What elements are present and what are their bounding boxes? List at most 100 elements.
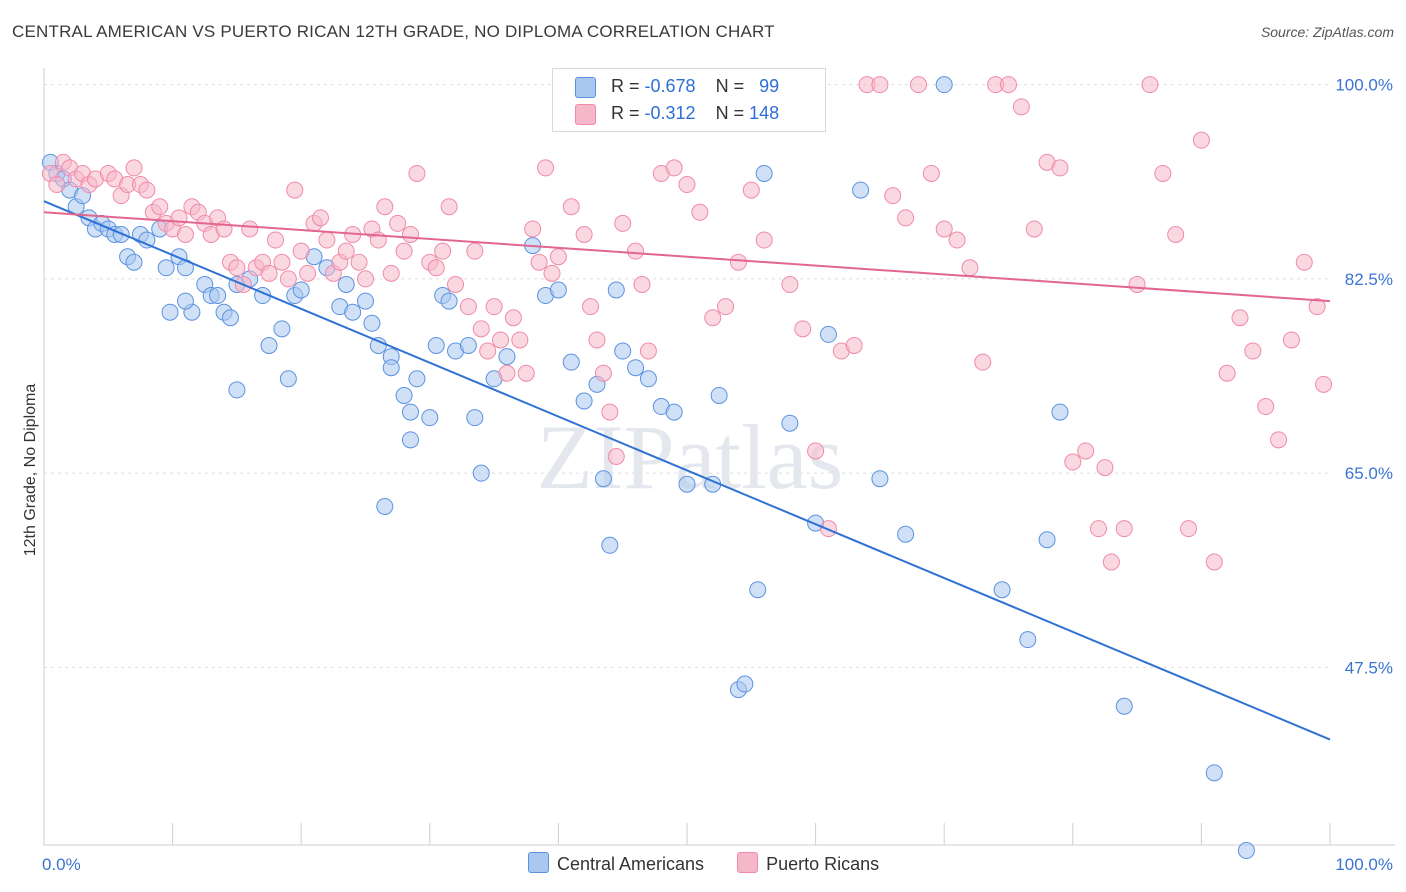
point-central-americans <box>665 403 683 421</box>
point-puerto-ricans <box>292 242 310 260</box>
point-central-americans <box>466 409 484 427</box>
point-central-americans <box>601 536 619 554</box>
point-central-americans <box>459 337 477 354</box>
point-puerto-ricans <box>408 164 426 182</box>
point-puerto-ricans <box>48 176 66 194</box>
point-puerto-ricans <box>974 353 992 371</box>
point-central-americans <box>125 253 143 271</box>
x-tick-label: 0.0% <box>42 855 81 874</box>
point-puerto-ricans <box>1257 398 1275 416</box>
n-value: 99 <box>759 76 780 96</box>
point-central-americans <box>819 325 837 343</box>
point-puerto-ricans <box>376 198 394 216</box>
r-value: -0.312 <box>644 103 696 123</box>
n-label: N = <box>715 76 745 96</box>
point-central-americans <box>678 475 696 493</box>
stats-legend: R = -0.678 N = 99 R = -0.312 N = 148 <box>552 68 826 132</box>
point-puerto-ricans <box>575 226 593 243</box>
point-puerto-ricans <box>511 331 529 349</box>
point-puerto-ricans <box>935 220 953 238</box>
point-puerto-ricans <box>704 309 722 327</box>
point-puerto-ricans <box>1218 364 1236 382</box>
point-puerto-ricans <box>447 275 465 293</box>
point-puerto-ricans <box>549 248 567 266</box>
point-puerto-ricans <box>337 242 355 260</box>
point-puerto-ricans <box>961 259 979 277</box>
point-puerto-ricans <box>1205 553 1223 571</box>
n-value: 148 <box>749 103 780 123</box>
y-tick-label: 47.5% <box>1345 658 1393 677</box>
source-label: Source: ZipAtlas.com <box>1260 24 1394 40</box>
point-central-americans <box>710 386 728 404</box>
point-puerto-ricans <box>614 214 632 232</box>
point-central-americans <box>1051 403 1069 421</box>
point-puerto-ricans <box>781 275 799 293</box>
n-label: N = <box>715 103 745 123</box>
point-central-americans <box>594 470 612 488</box>
point-puerto-ricans <box>459 298 477 316</box>
data-points <box>41 76 1333 860</box>
point-puerto-ricans <box>1090 520 1108 538</box>
grid-lines <box>44 84 1330 668</box>
legend-item-puerto-ricans: Puerto Ricans <box>737 852 879 875</box>
point-central-americans <box>260 337 278 354</box>
point-puerto-ricans <box>1096 459 1114 477</box>
point-central-americans <box>852 181 870 199</box>
point-puerto-ricans <box>241 220 259 238</box>
point-puerto-ricans <box>742 181 760 199</box>
point-puerto-ricans <box>498 364 516 382</box>
point-central-americans <box>1237 842 1255 860</box>
point-central-americans <box>209 287 227 305</box>
chart-title: CENTRAL AMERICAN VS PUERTO RICAN 12TH GR… <box>12 22 775 41</box>
point-central-americans <box>279 370 297 388</box>
point-puerto-ricans <box>537 159 555 177</box>
point-central-americans <box>273 320 291 338</box>
tick-labels: 100.0% 82.5% 65.0% 47.5% 0.0% 100.0% <box>42 76 1393 874</box>
point-central-americans <box>344 303 362 321</box>
y-axis-label: 12th Grade, No Diploma <box>22 383 39 557</box>
point-puerto-ricans <box>466 242 484 260</box>
point-puerto-ricans <box>1180 520 1198 538</box>
point-puerto-ricans <box>562 198 580 216</box>
point-puerto-ricans <box>1128 275 1146 293</box>
point-puerto-ricans <box>1000 76 1017 94</box>
point-puerto-ricans <box>1051 159 1069 177</box>
point-puerto-ricans <box>138 181 156 199</box>
point-puerto-ricans <box>472 320 490 338</box>
point-puerto-ricans <box>1154 164 1172 182</box>
point-puerto-ricans <box>260 264 278 282</box>
point-puerto-ricans <box>266 231 284 249</box>
point-puerto-ricans <box>479 342 497 360</box>
point-central-americans <box>357 292 374 310</box>
y-tick-label: 100.0% <box>1335 76 1393 95</box>
point-central-americans <box>575 392 593 410</box>
point-puerto-ricans <box>170 209 188 227</box>
point-central-americans <box>395 386 413 404</box>
point-puerto-ricans <box>1244 342 1262 360</box>
point-puerto-ricans <box>1315 375 1333 393</box>
y-axis-label-box: 12th Grade, No Diploma <box>16 350 46 590</box>
point-central-americans <box>749 581 767 599</box>
trend-lines <box>43 200 1331 741</box>
point-puerto-ricans <box>440 198 458 216</box>
point-puerto-ricans <box>1064 453 1082 471</box>
point-puerto-ricans <box>286 181 304 199</box>
point-central-americans <box>627 359 645 377</box>
point-puerto-ricans <box>402 226 420 243</box>
point-central-americans <box>228 381 246 399</box>
point-central-americans <box>1019 631 1037 649</box>
point-puerto-ricans <box>299 264 317 282</box>
point-puerto-ricans <box>845 337 863 354</box>
point-central-americans <box>607 281 625 299</box>
point-puerto-ricans <box>755 231 773 249</box>
point-central-americans <box>562 353 580 371</box>
point-puerto-ricans <box>1295 253 1313 271</box>
point-puerto-ricans <box>601 403 619 421</box>
point-central-americans <box>402 431 420 449</box>
point-puerto-ricans <box>350 253 368 271</box>
point-puerto-ricans <box>492 331 510 349</box>
point-puerto-ricans <box>530 253 548 271</box>
point-puerto-ricans <box>594 364 612 382</box>
point-puerto-ricans <box>794 320 812 338</box>
